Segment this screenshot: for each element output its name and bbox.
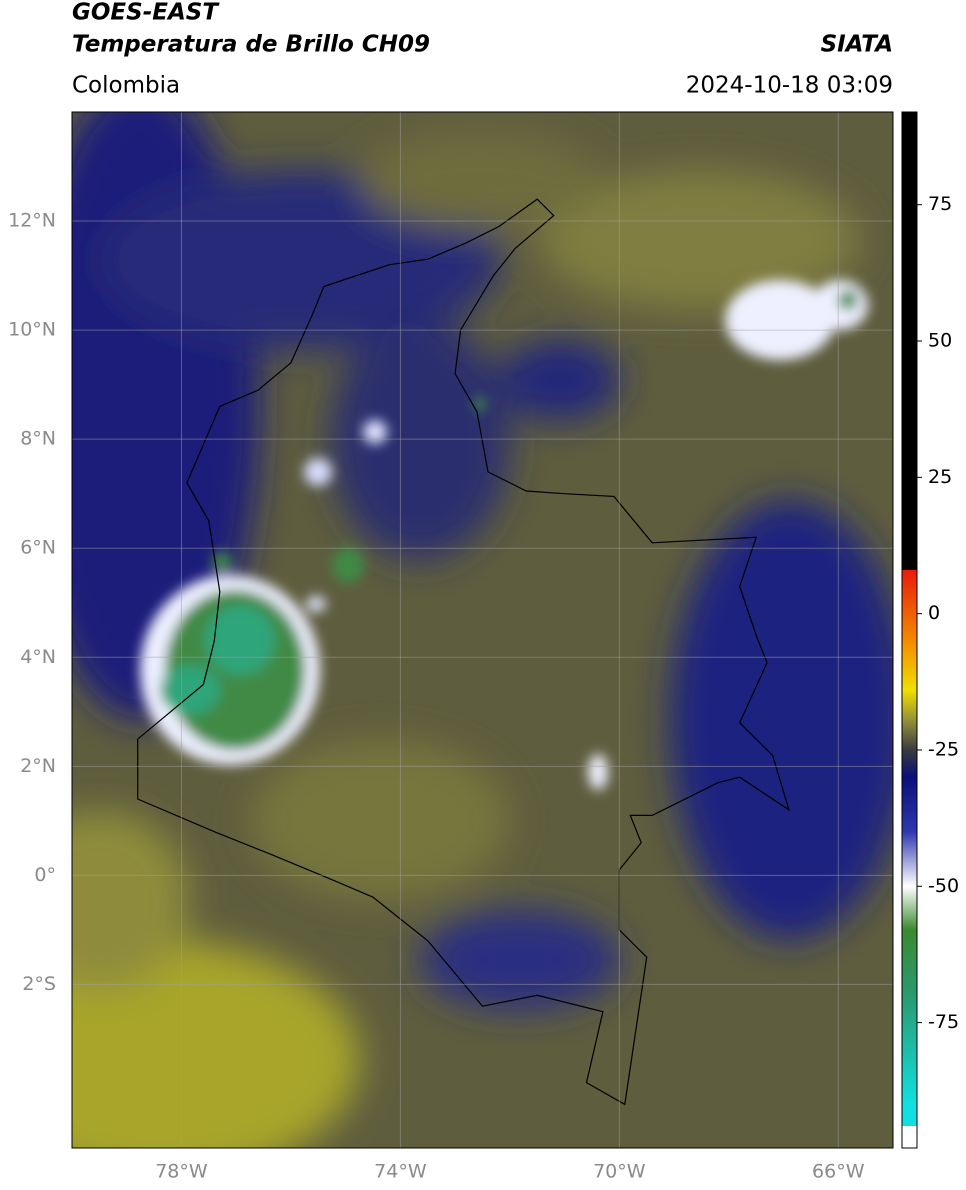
colorbar-tick-label: 75 [928, 193, 952, 215]
x-tick-label: 74°W [374, 1161, 427, 1183]
x-tick-label: 66°W [812, 1161, 865, 1183]
colorbar [901, 111, 918, 1149]
y-tick-label: 2°S [22, 973, 56, 995]
x-tick-label: 70°W [593, 1161, 646, 1183]
y-tick-label: 8°N [20, 428, 56, 450]
country-border [137, 198, 791, 1106]
source: SIATA [821, 32, 893, 58]
colorbar-tick-label: 0 [928, 602, 940, 624]
datetime: 2024-10-18 03:09 [686, 73, 893, 99]
title-line: GOES-EAST [72, 0, 220, 26]
colorbar-tick-label: -75 [928, 1011, 959, 1033]
region: Colombia [72, 73, 180, 99]
y-tick-label: 2°N [20, 755, 56, 777]
y-tick-label: 4°N [20, 646, 56, 668]
colorbar-tick-label: -25 [928, 738, 959, 760]
title-line: Temperatura de Brillo CH09 [72, 32, 430, 58]
x-tick-label: 78°W [155, 1161, 208, 1183]
y-tick-label: 6°N [20, 537, 56, 559]
map-frame [71, 111, 894, 1149]
satellite-image [72, 112, 893, 1148]
y-tick-label: 12°N [8, 210, 56, 232]
colorbar-tick-label: -50 [928, 875, 959, 897]
y-tick-label: 10°N [8, 319, 56, 341]
colorbar-tick-label: 50 [928, 330, 952, 352]
y-tick-label: 0° [34, 864, 56, 886]
colorbar-tick-label: 25 [928, 466, 952, 488]
